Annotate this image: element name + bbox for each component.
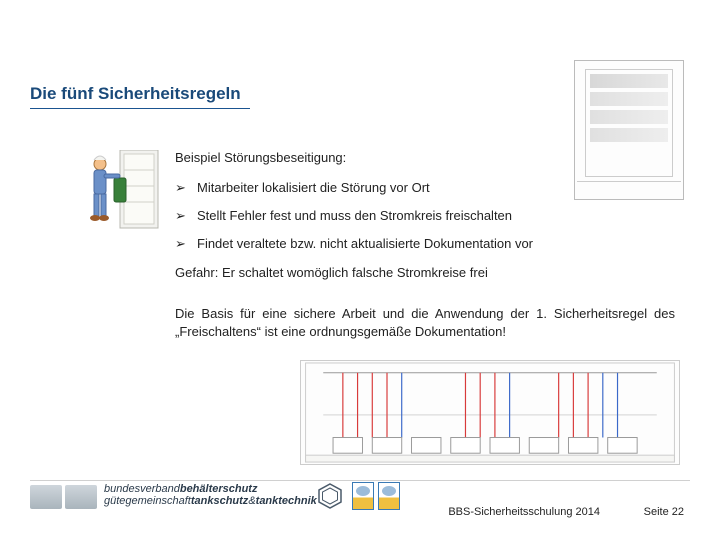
cert-badge-icon: [378, 482, 400, 510]
bullet-item: ➢ Stellt Fehler fest und muss den Stromk…: [175, 208, 533, 224]
footer-page: Seite 22: [644, 506, 684, 518]
title-underline: [30, 108, 250, 109]
bullet-item: ➢ Mitarbeiter lokalisiert die Störung vo…: [175, 180, 533, 196]
paragraph-text: Die Basis für eine sichere Arbeit und di…: [175, 306, 675, 339]
slide-footer: bundesverbandbehälterschutz gütegemeinsc…: [0, 480, 720, 540]
page-number: 22: [672, 506, 684, 518]
brand-text-bold: behälterschutz: [180, 483, 258, 495]
bullet-text: Findet veraltete bzw. nicht aktualisiert…: [197, 236, 533, 251]
footer-block: [30, 485, 62, 509]
ring-logo-icon: [316, 482, 344, 510]
footer-block: [65, 485, 97, 509]
footer-separator: [30, 480, 690, 481]
bullet-arrow-icon: ➢: [175, 208, 197, 224]
panel-schematic-image: [574, 60, 684, 200]
danger-line: Gefahr: Er schaltet womöglich falsche St…: [175, 265, 488, 280]
brand-text-bold: tanktechnik: [256, 495, 317, 507]
subtitle-text: Beispiel Störungsbeseitigung:: [175, 150, 346, 165]
example-subtitle: Beispiel Störungsbeseitigung:: [175, 150, 346, 165]
bullet-arrow-icon: ➢: [175, 180, 197, 196]
title-text: Die fünf Sicherheitsregeln: [30, 84, 241, 103]
brand-text: bundesverband: [104, 483, 180, 495]
bullet-item: ➢ Findet veraltete bzw. nicht aktualisie…: [175, 236, 533, 252]
brand-text-bold: tankschutz: [191, 495, 248, 507]
cert-badge-icon: [352, 482, 374, 510]
bullet-list: ➢ Mitarbeiter lokalisiert die Störung vo…: [175, 180, 533, 264]
worker-illustration: [80, 150, 160, 240]
page-label: Seite: [644, 506, 669, 518]
danger-text: Gefahr: Er schaltet womöglich falsche St…: [175, 265, 488, 280]
cert-badges: [352, 482, 400, 510]
bullet-text: Stellt Fehler fest und muss den Stromkre…: [197, 208, 512, 223]
course-text: BBS-Sicherheitsschulung 2014: [448, 506, 600, 518]
brand-text: gütegemeinschaft: [104, 495, 191, 507]
brand-amp: &: [248, 495, 255, 507]
wiring-schematic-image: [300, 360, 680, 465]
page-title: Die fünf Sicherheitsregeln: [30, 84, 241, 104]
conclusion-paragraph: Die Basis für eine sichere Arbeit und di…: [175, 305, 675, 340]
bullet-text: Mitarbeiter lokalisiert die Störung vor …: [197, 180, 430, 195]
footer-decor-blocks: [30, 485, 97, 509]
footer-course: BBS-Sicherheitsschulung 2014: [448, 506, 600, 518]
bullet-arrow-icon: ➢: [175, 236, 197, 252]
footer-brand: bundesverbandbehälterschutz gütegemeinsc…: [104, 483, 317, 507]
